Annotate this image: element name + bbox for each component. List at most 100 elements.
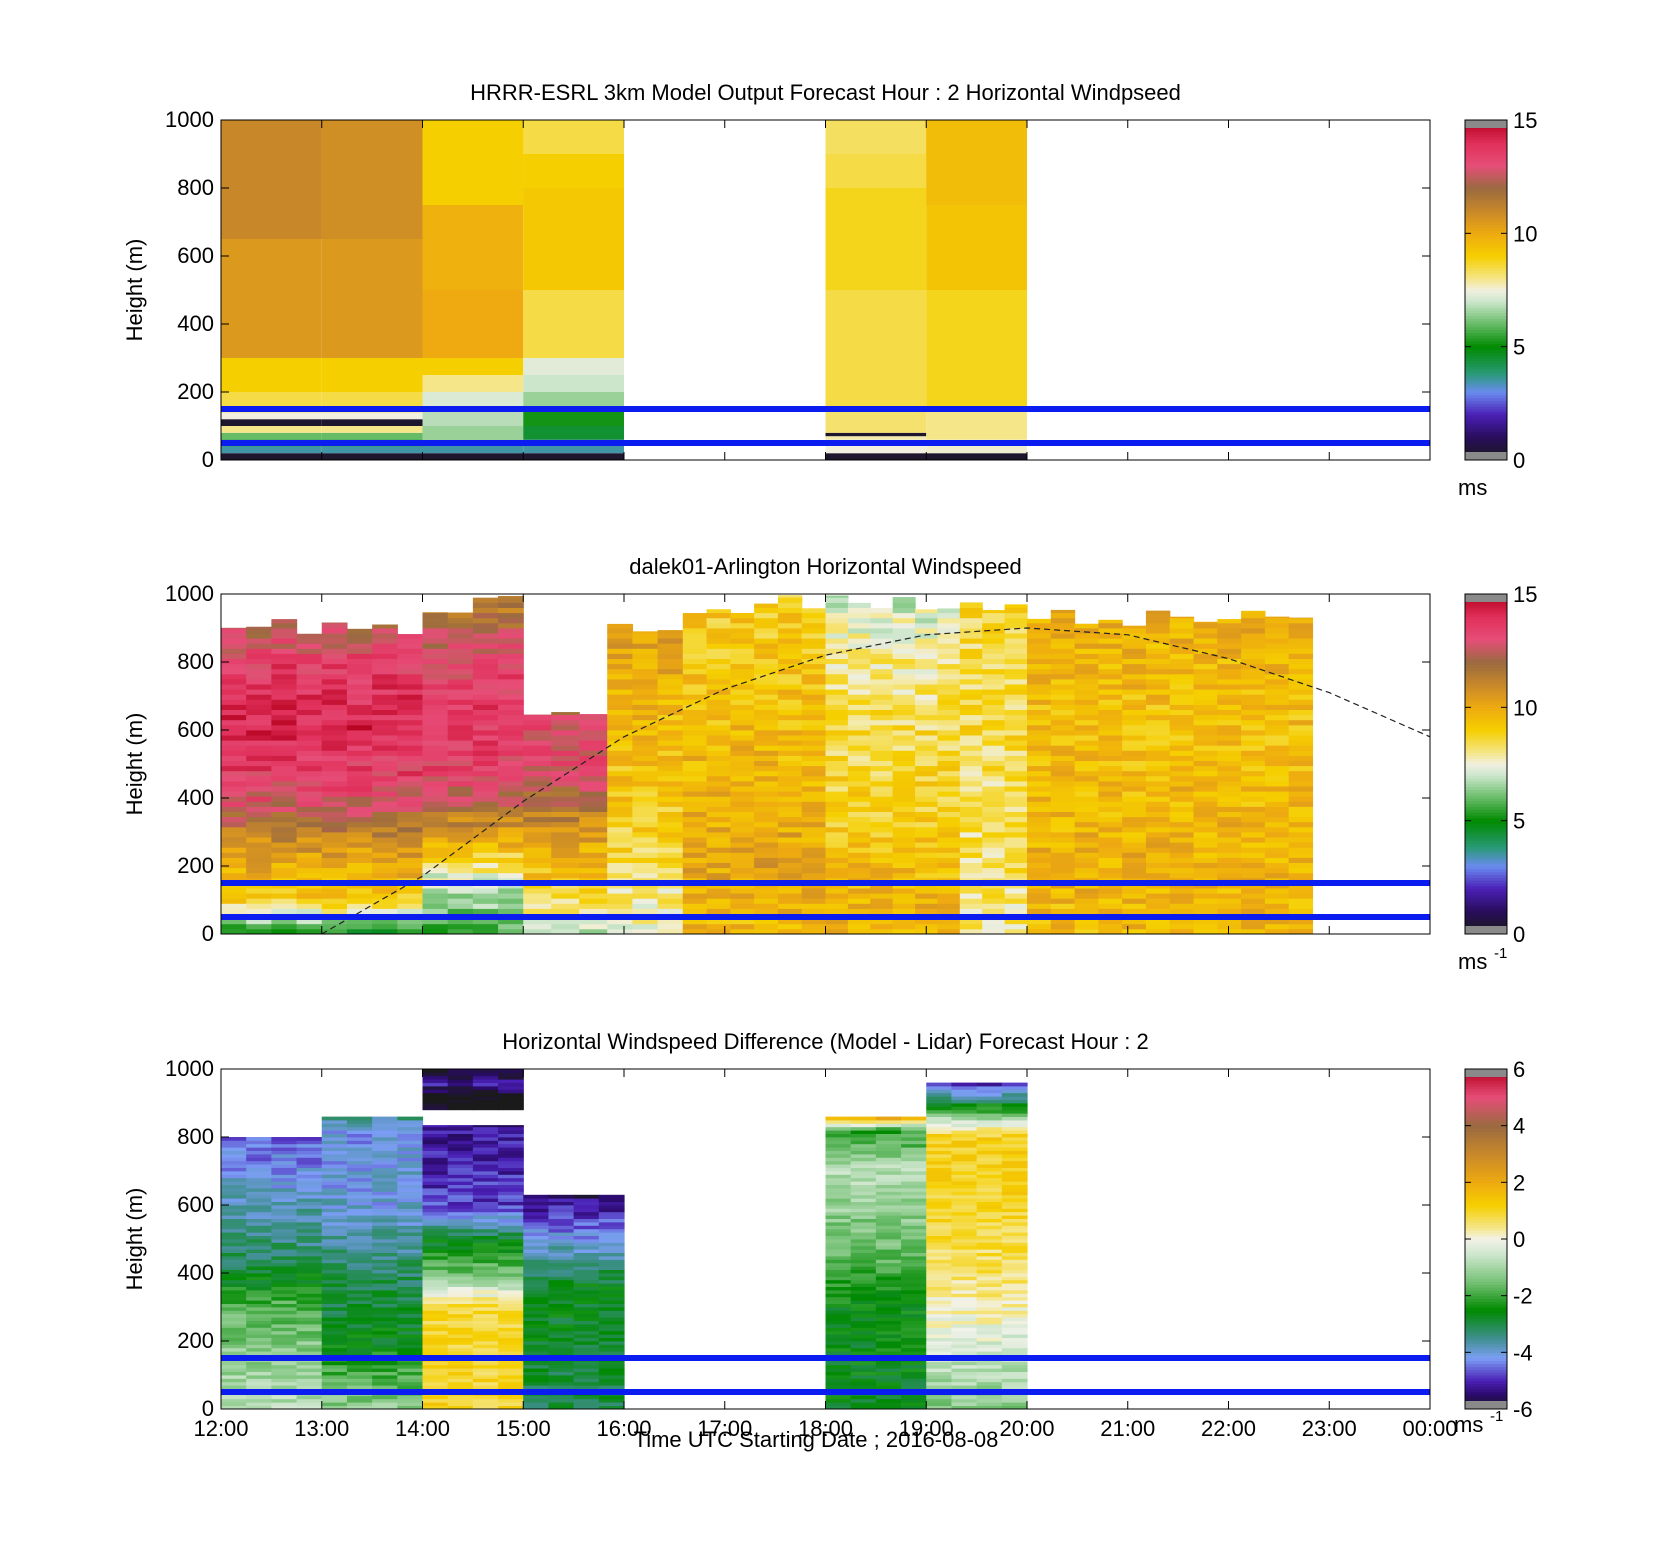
heatmap-cell (221, 658, 247, 665)
heatmap-cell (1288, 781, 1314, 787)
heatmap-cell (892, 597, 916, 603)
heatmap-cell (632, 923, 659, 930)
heatmap-cell (1288, 622, 1314, 629)
heatmap-cell (321, 801, 348, 807)
heatmap-cell (754, 679, 779, 685)
heatmap-cell (1050, 796, 1076, 802)
heatmap-cell (498, 1143, 524, 1148)
heatmap-cell (959, 801, 983, 807)
heatmap-cell (607, 781, 633, 787)
heatmap-cell (296, 1164, 323, 1168)
heatmap-cell (397, 765, 424, 772)
heatmap-cell (551, 821, 580, 828)
heatmap-cell (472, 1334, 499, 1338)
heatmap-cell (271, 699, 298, 705)
heatmap-cell (346, 1296, 373, 1301)
heatmap-cell (246, 1201, 272, 1206)
heatmap-cell (937, 648, 961, 654)
heatmap-cell (754, 638, 779, 644)
heatmap-cell (447, 1364, 474, 1369)
heatmap-cell (548, 1310, 575, 1315)
heatmap-cell (847, 898, 871, 904)
heatmap-cell (706, 612, 731, 619)
heatmap-cell (982, 653, 1006, 659)
heatmap-cell (892, 648, 916, 654)
heatmap-cell (892, 658, 916, 665)
heatmap-cell (1264, 775, 1290, 782)
heatmap-cell (246, 1344, 272, 1349)
colorbar-frame (1464, 119, 1508, 461)
colorbar-swatch (1465, 445, 1507, 450)
heatmap-cell (847, 928, 871, 934)
heatmap-cell (1004, 730, 1028, 736)
heatmap-cell (801, 842, 827, 848)
heatmap-cell (296, 765, 323, 772)
heatmap-cell (1241, 852, 1266, 858)
heatmap-cell (825, 628, 849, 634)
heatmap-cell (346, 1188, 373, 1192)
heatmap-cell (221, 724, 247, 731)
heatmap-cell (1050, 628, 1076, 634)
heatmap-cell (875, 1164, 902, 1168)
heatmap-cell (1264, 663, 1290, 670)
heatmap-cell (926, 1181, 953, 1185)
heatmap-cell (321, 419, 423, 426)
heatmap-cell (1193, 832, 1218, 838)
heatmap-cell (875, 1249, 902, 1253)
heatmap-cell (573, 1266, 600, 1270)
heatmap-cell (1288, 735, 1314, 741)
heatmap-cell (1264, 806, 1290, 812)
heatmap-cell (523, 928, 552, 934)
heatmap-cell (1122, 735, 1147, 741)
heatmap-cell (847, 602, 871, 608)
heatmap-cell (777, 638, 803, 644)
heatmap-cell (982, 770, 1006, 777)
heatmap-cell (801, 786, 827, 792)
heatmap-cell (523, 453, 624, 460)
heatmap-cell (892, 775, 916, 782)
heatmap-cell (1264, 842, 1290, 848)
colorbar-swatch (1465, 156, 1507, 161)
heatmap-cell (422, 1249, 449, 1253)
heatmap-cell (548, 1279, 575, 1284)
heatmap-cell (754, 719, 779, 726)
heatmap-cell (271, 1174, 298, 1179)
heatmap-cell (777, 597, 803, 603)
heatmap-cell (246, 1405, 272, 1409)
heatmap-cell (447, 1160, 474, 1165)
heatmap-cell (296, 837, 323, 843)
heatmap-cell (825, 1307, 852, 1311)
heatmap-cell (598, 1215, 625, 1219)
heatmap-cell (447, 781, 474, 787)
heatmap-cell (1241, 709, 1266, 716)
colorbar-swatch (1465, 417, 1507, 421)
heatmap-cell (706, 714, 731, 721)
heatmap-cell (551, 826, 580, 833)
heatmap-cell (825, 1130, 852, 1134)
heatmap-cell (598, 1347, 625, 1352)
heatmap-cell (682, 801, 708, 807)
heatmap-cell (296, 786, 323, 792)
heatmap-cell (246, 719, 272, 726)
heatmap-cell (682, 888, 708, 894)
heatmap-cell (296, 791, 323, 797)
heatmap-cell (901, 1143, 927, 1148)
heatmap-cell (271, 1225, 298, 1230)
heatmap-cell (472, 821, 499, 828)
heatmap-cell (221, 1364, 247, 1369)
heatmap-cell (321, 1385, 348, 1389)
heatmap-cell (1074, 888, 1099, 894)
heatmap-cell (397, 755, 424, 761)
heatmap-cell (372, 658, 398, 665)
heatmap-cell (321, 653, 348, 659)
heatmap-cell (221, 903, 247, 909)
heatmap-cell (551, 832, 580, 838)
heatmap-cell (498, 1276, 524, 1281)
heatmap-cell (1169, 694, 1195, 700)
heatmap-cell (825, 1300, 852, 1304)
heatmap-cell (296, 1191, 323, 1196)
heatmap-cell (937, 684, 961, 690)
heatmap-cell (1241, 679, 1266, 685)
heatmap-cell (447, 1296, 474, 1301)
heatmap-cell (221, 1201, 247, 1206)
